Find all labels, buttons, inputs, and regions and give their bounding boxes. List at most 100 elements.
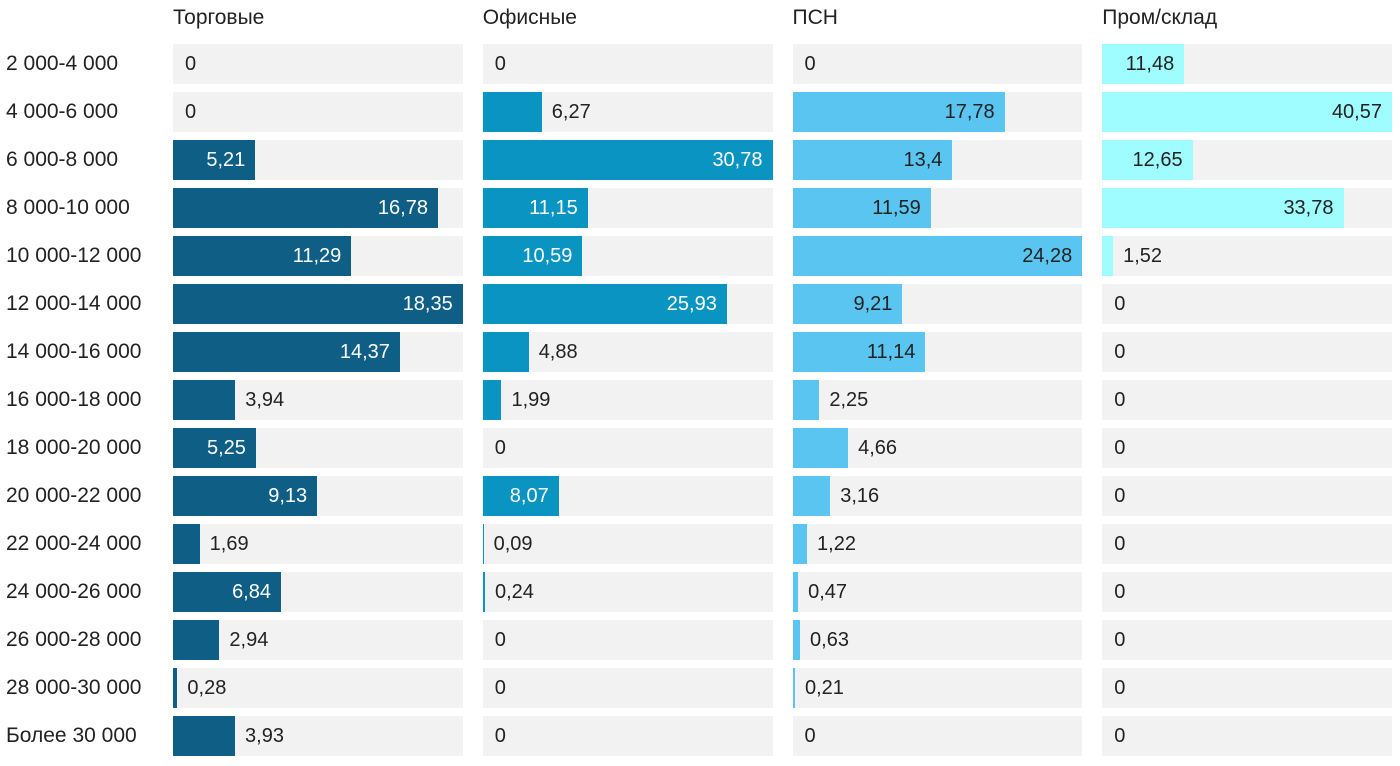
bar-value-label: 0 [494, 677, 506, 699]
row-label: 6 000-8 000 [6, 148, 119, 171]
row-label: 22 000-24 000 [6, 532, 142, 555]
chart-corner-spacer [6, 6, 153, 36]
bar [792, 380, 820, 420]
bar [173, 620, 220, 660]
bar-track: 6,84 [173, 572, 463, 612]
bar-track: 0,09 [482, 524, 773, 564]
bar [792, 572, 799, 612]
row-label: Более 30 000 [6, 724, 137, 747]
bar-track: 1,52 [1102, 236, 1392, 276]
bar-track: 40,57 [1102, 92, 1392, 132]
bar-value-label: 0 [494, 725, 506, 747]
bar-value-label: 3,16 [840, 485, 880, 507]
bar: 16,78 [173, 188, 438, 228]
bar-value-label: 5,21 [206, 149, 246, 171]
bar-track: 0 [1102, 476, 1392, 516]
bar: 9,13 [173, 476, 318, 516]
bar [792, 524, 808, 564]
bar-track: 0 [482, 620, 773, 660]
bar-value-label: 0 [1114, 341, 1126, 363]
bar-value-label: 4,88 [538, 341, 578, 363]
bar: 40,57 [1102, 92, 1392, 132]
column-header: Пром/склад [1102, 6, 1218, 29]
bar: 10,59 [482, 236, 583, 276]
bar-track: 0 [1102, 332, 1392, 372]
row-label: 20 000-22 000 [6, 484, 142, 507]
bar-track: 0 [792, 44, 1083, 84]
bar-track: 30,78 [482, 140, 773, 180]
bar: 30,78 [482, 140, 773, 180]
bar: 11,15 [482, 188, 588, 228]
bar-track: 4,66 [792, 428, 1083, 468]
bar: 8,07 [482, 476, 559, 516]
bar-track: 11,48 [1102, 44, 1392, 84]
bar-value-label: 1,99 [511, 389, 551, 411]
bar-track: 0 [173, 92, 463, 132]
bar-track: 0,21 [792, 668, 1083, 708]
bar-value-label: 9,13 [268, 485, 308, 507]
row-label: 18 000-20 000 [6, 436, 142, 459]
bar-value-label: 1,69 [209, 533, 249, 555]
column-header: Торговые [173, 6, 265, 29]
bar-track: 9,13 [173, 476, 463, 516]
bar-value-label: 0 [1114, 725, 1126, 747]
bar-value-label: 11,14 [866, 341, 916, 363]
bar: 24,28 [792, 236, 1083, 276]
bar-track: 3,94 [173, 380, 463, 420]
bar-track: 14,37 [173, 332, 463, 372]
bar-value-label: 11,59 [872, 197, 921, 219]
bar [482, 572, 485, 612]
bar-track: 11,15 [482, 188, 773, 228]
bar-track: 0 [482, 668, 773, 708]
row-label: 10 000-12 000 [6, 244, 142, 267]
bar-track: 11,14 [792, 332, 1083, 372]
bar-track: 0 [1102, 380, 1392, 420]
bar [173, 524, 200, 564]
bar-track: 18,35 [173, 284, 463, 324]
bar-track: 0 [1102, 428, 1392, 468]
bar-track: 0 [1102, 524, 1392, 564]
row-label: 24 000-26 000 [6, 580, 142, 603]
bar-value-label: 0,28 [187, 677, 227, 699]
bar: 11,29 [173, 236, 352, 276]
bar-value-label: 40,57 [1331, 101, 1382, 123]
bar-track: 13,4 [792, 140, 1083, 180]
row-label: 16 000-18 000 [6, 388, 142, 411]
bar-track: 1,99 [482, 380, 773, 420]
bar-value-label: 0 [1114, 581, 1126, 603]
bar-value-label: 0 [804, 53, 816, 75]
bar-track: 5,21 [173, 140, 463, 180]
bar-value-label: 0 [1114, 485, 1126, 507]
bar-value-label: 6,84 [232, 581, 271, 603]
bar-value-label: 0,21 [805, 677, 844, 699]
bar-value-label: 2,25 [829, 389, 869, 411]
bar-track: 16,78 [173, 188, 463, 228]
row-label: 4 000-6 000 [6, 100, 119, 123]
bar-value-label: 0 [804, 725, 816, 747]
row-label: 2 000-4 000 [6, 52, 119, 75]
bar-track: 0 [1102, 668, 1392, 708]
bar-value-label: 11,29 [292, 245, 342, 267]
bar-value-label: 0 [1114, 629, 1126, 651]
bar: 6,84 [173, 572, 281, 612]
bar-track: 9,21 [792, 284, 1083, 324]
bar: 5,21 [173, 140, 256, 180]
bar: 17,78 [792, 92, 1005, 132]
bar-track: 0,28 [173, 668, 463, 708]
bar-value-label: 9,21 [853, 293, 893, 315]
bar-value-label: 0 [1114, 437, 1126, 459]
bar [173, 668, 178, 708]
bar-value-label: 14,37 [339, 341, 390, 363]
bar: 13,4 [792, 140, 953, 180]
row-label: 8 000-10 000 [6, 196, 130, 219]
bar-track: 2,94 [173, 620, 463, 660]
bar-track: 0 [1102, 620, 1392, 660]
bar-value-label: 1,22 [817, 533, 856, 555]
bar-track: 0 [1102, 716, 1392, 756]
bar-value-label: 0,24 [495, 581, 534, 603]
bar-value-label: 13,4 [903, 149, 943, 171]
bar: 11,48 [1102, 44, 1185, 84]
bar-track: 1,69 [173, 524, 463, 564]
bar-track: 0 [1102, 284, 1392, 324]
